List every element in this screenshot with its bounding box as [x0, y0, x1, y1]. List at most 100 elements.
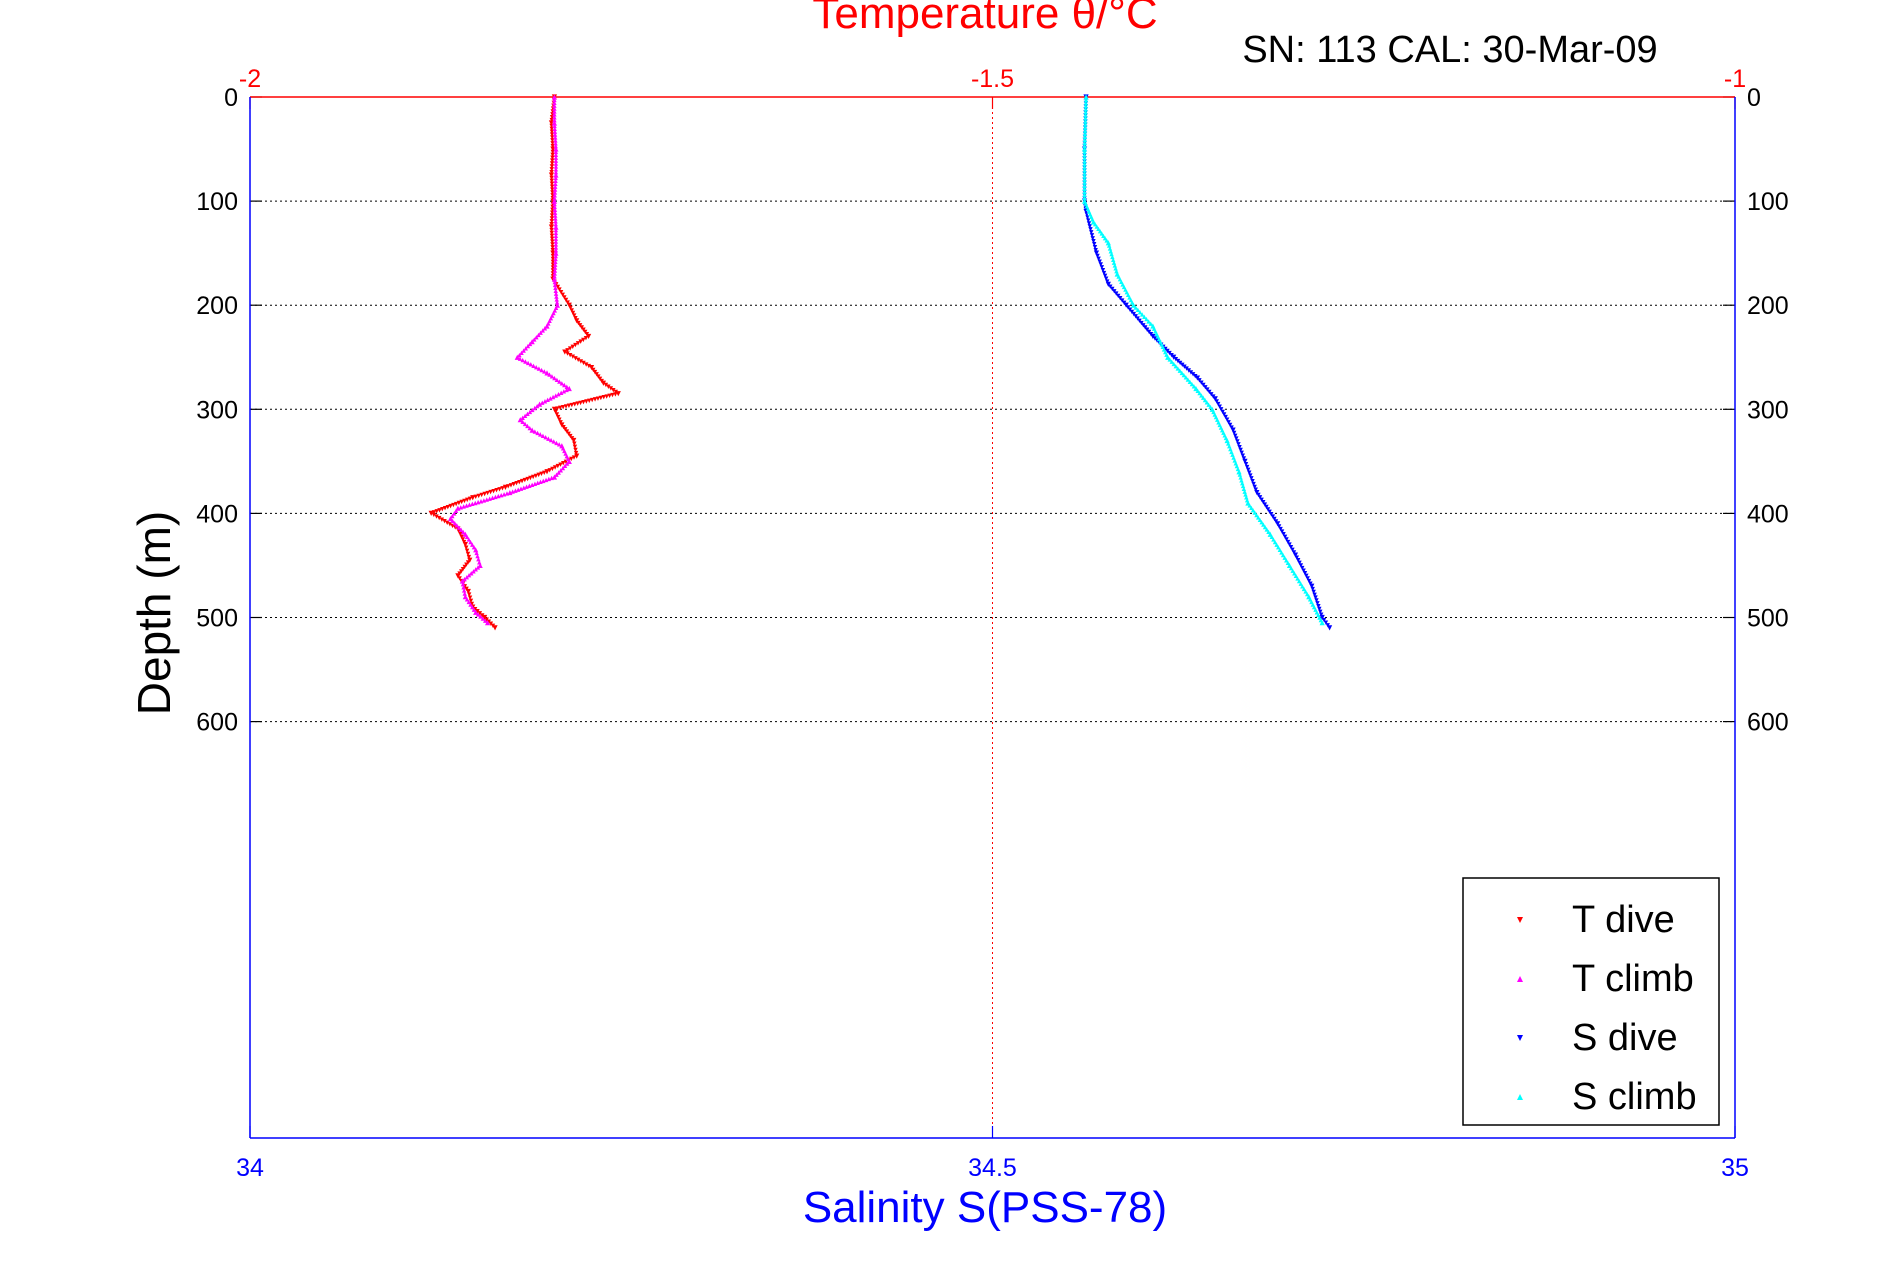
series-marker-s-climb — [1083, 100, 1089, 106]
data-point-t-climb — [536, 401, 543, 407]
data-point-t-dive — [465, 588, 471, 595]
data-point-s-dive — [1292, 552, 1299, 558]
series-marker-s-climb — [1181, 372, 1187, 378]
series-marker-t-climb — [553, 216, 558, 221]
series-marker-s-climb — [1240, 480, 1245, 486]
data-point-t-climb — [553, 250, 559, 256]
series-marker-t-climb — [553, 233, 559, 238]
series-marker-s-climb — [1257, 517, 1263, 523]
series-marker-t-climb — [540, 328, 545, 333]
series-marker-s-dive — [1177, 360, 1183, 366]
series-marker-s-dive — [1085, 215, 1090, 220]
series-marker-t-climb — [532, 405, 537, 411]
series-marker-t-climb — [462, 576, 467, 582]
series-marker-s-dive — [1231, 430, 1237, 436]
series-marker-t-climb — [552, 112, 557, 117]
series-marker-s-climb — [1269, 534, 1275, 540]
series-marker-t-climb — [553, 213, 558, 218]
series-marker-s-climb — [1183, 375, 1189, 380]
series-marker-t-climb — [553, 164, 559, 169]
series-marker-s-climb — [1288, 565, 1294, 571]
series-marker-t-climb — [484, 497, 489, 502]
series-marker-s-climb — [1252, 510, 1257, 515]
series-marker-s-dive — [1220, 409, 1225, 415]
series-marker-t-climb — [462, 591, 467, 596]
series-marker-s-dive — [1298, 563, 1304, 568]
series-marker-s-climb — [1292, 571, 1297, 576]
series-marker-t-dive — [553, 409, 558, 415]
series-marker-t-climb — [467, 502, 472, 507]
series-marker-s-dive — [1291, 550, 1297, 555]
series-marker-s-dive — [1241, 456, 1247, 461]
series-marker-s-dive — [1237, 444, 1242, 450]
series-marker-t-climb — [501, 492, 507, 497]
series-marker-t-climb — [552, 115, 557, 120]
data-point-t-climb — [566, 458, 572, 464]
series-marker-s-climb — [1082, 134, 1088, 140]
series-marker-s-dive — [1321, 617, 1327, 623]
series-marker-t-climb — [540, 400, 545, 405]
data-point-t-climb — [553, 172, 559, 178]
series-marker-s-dive — [1118, 296, 1123, 301]
series-marker-t-climb — [546, 476, 552, 482]
series-marker-t-climb — [504, 491, 510, 496]
series-marker-s-climb — [1082, 137, 1088, 143]
series-marker-s-climb — [1202, 397, 1208, 403]
data-point-t-dive — [574, 318, 580, 324]
series-marker-t-dive — [549, 181, 555, 186]
series-marker-s-climb — [1082, 168, 1087, 173]
series-marker-t-climb — [520, 419, 525, 424]
series-marker-t-climb — [522, 421, 528, 427]
series-marker-t-climb — [553, 167, 559, 172]
series-marker-t-climb — [558, 390, 564, 395]
series-marker-s-climb — [1082, 180, 1087, 185]
series-marker-t-climb — [468, 539, 473, 545]
series-marker-t-dive — [550, 158, 555, 163]
series-marker-t-dive — [560, 292, 565, 297]
series-marker-s-dive — [1234, 436, 1239, 441]
series-marker-s-climb — [1237, 472, 1243, 477]
series-marker-s-dive — [1278, 526, 1283, 532]
series-marker-s-climb — [1254, 512, 1259, 518]
series-marker-t-climb — [525, 423, 530, 429]
series-marker-s-dive — [1240, 453, 1245, 458]
series-marker-t-dive — [475, 609, 480, 614]
series-marker-t-dive — [581, 337, 586, 343]
data-point-s-dive — [1212, 396, 1218, 402]
series-marker-s-dive — [1127, 307, 1133, 312]
series-marker-t-climb — [552, 193, 557, 198]
series-marker-s-dive — [1201, 382, 1206, 388]
series-marker-s-climb — [1293, 573, 1299, 579]
series-marker-t-climb — [516, 487, 521, 492]
series-marker-t-dive — [591, 367, 596, 373]
series-marker-t-climb — [553, 393, 558, 398]
series-marker-t-climb — [553, 169, 559, 175]
series-marker-t-dive — [549, 167, 554, 172]
series-marker-t-climb — [452, 520, 457, 526]
y-tick-label-right: 200 — [1747, 292, 1789, 320]
series-marker-s-dive — [1088, 227, 1093, 232]
data-point-s-climb — [1236, 469, 1242, 475]
series-marker-t-climb — [551, 439, 556, 444]
series-marker-t-dive — [561, 461, 566, 466]
series-marker-s-dive — [1095, 253, 1100, 259]
series-marker-t-climb — [546, 436, 551, 441]
series-marker-s-climb — [1110, 254, 1115, 260]
series-marker-t-climb — [525, 343, 531, 349]
data-point-t-dive — [588, 365, 595, 371]
series-marker-s-climb — [1148, 321, 1153, 326]
series-marker-t-dive — [578, 359, 584, 364]
series-marker-t-dive — [549, 233, 555, 238]
series-marker-s-dive — [1223, 414, 1228, 420]
series-marker-t-climb — [553, 178, 558, 184]
series-marker-s-dive — [1284, 537, 1289, 542]
series-marker-s-dive — [1287, 542, 1292, 547]
series-marker-s-climb — [1290, 568, 1295, 573]
legend-label-t-climb: T climb — [1572, 958, 1694, 1000]
series-marker-t-climb — [542, 369, 547, 374]
series-marker-s-dive — [1256, 492, 1261, 498]
series-marker-s-climb — [1101, 233, 1106, 238]
series-marker-t-climb — [554, 294, 559, 299]
y-tick-label-left: 200 — [196, 292, 238, 320]
data-point-t-dive — [455, 573, 461, 579]
